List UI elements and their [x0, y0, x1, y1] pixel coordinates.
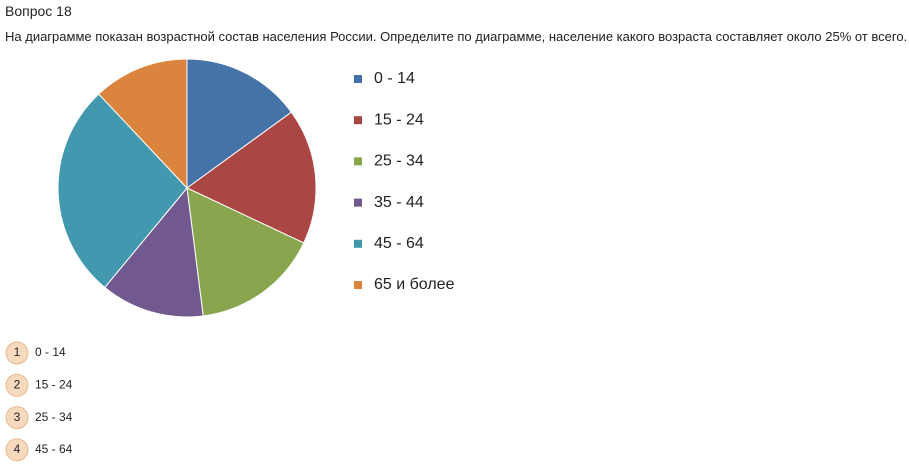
- legend-swatch: [354, 239, 362, 248]
- option-text[interactable]: 45 - 64: [35, 442, 73, 456]
- question-title: Вопрос 18: [5, 3, 72, 19]
- question-text: На диаграмме показан возрастной состав н…: [5, 29, 908, 44]
- option-number[interactable]: 3: [14, 410, 21, 424]
- legend-swatch: [354, 281, 362, 289]
- option-number[interactable]: 4: [14, 442, 21, 456]
- legend-label: 45 - 64: [374, 235, 424, 252]
- pie-slice: [186, 187, 305, 317]
- option-badge[interactable]: [5, 373, 29, 397]
- legend-label: 0 - 14: [374, 70, 415, 87]
- pie-slice: [186, 111, 317, 244]
- pie-slice: [57, 93, 188, 289]
- legend-swatch: [354, 157, 362, 166]
- legend-label: 35 - 44: [374, 194, 424, 211]
- option-number[interactable]: 1: [14, 345, 21, 359]
- legend-swatch: [354, 116, 362, 125]
- option-badge[interactable]: [5, 341, 29, 365]
- legend-label: 15 - 24: [374, 111, 424, 128]
- pie-slice: [186, 58, 293, 189]
- option-text[interactable]: 15 - 24: [35, 377, 73, 391]
- option-badge[interactable]: [5, 406, 29, 430]
- pie-slice: [97, 58, 188, 190]
- legend-swatch: [354, 75, 362, 83]
- legend-label: 65 и более: [374, 276, 455, 293]
- option-text[interactable]: 25 - 34: [35, 410, 73, 424]
- option-number[interactable]: 2: [14, 377, 21, 391]
- legend-label: 25 - 34: [374, 153, 424, 170]
- option-text[interactable]: 0 - 14: [35, 345, 66, 359]
- option-badge[interactable]: [5, 438, 29, 462]
- pie-slice: [104, 186, 204, 318]
- legend-swatch: [354, 198, 362, 207]
